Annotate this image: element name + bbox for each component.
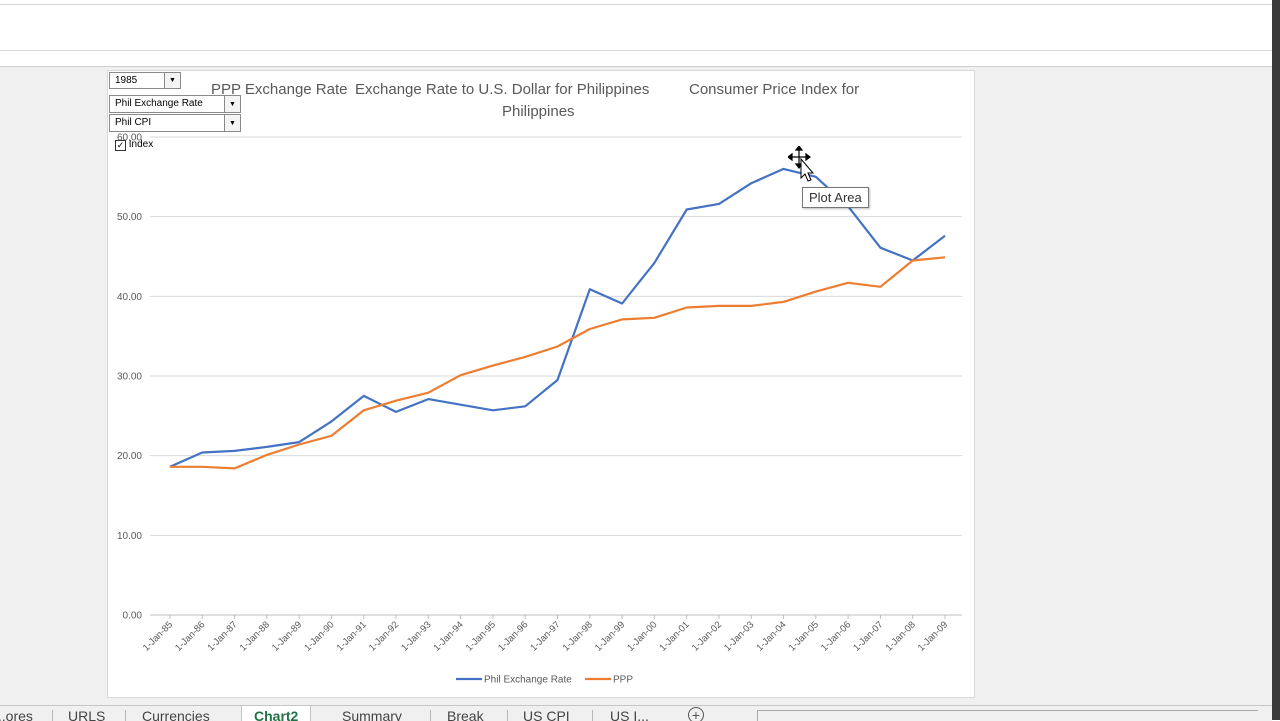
sheet-tab-summary[interactable]: Summary bbox=[342, 708, 402, 721]
formula-bar-divider bbox=[0, 50, 1272, 51]
sheet-tab-us-i[interactable]: US I... bbox=[610, 708, 649, 721]
move-cursor-icon bbox=[788, 146, 815, 182]
tab-separator bbox=[592, 710, 593, 721]
tab-separator bbox=[125, 710, 126, 721]
chart-title-exchange: Exchange Rate to U.S. Dollar for Philipp… bbox=[355, 81, 650, 98]
sheet-tab-currencies[interactable]: Currencies bbox=[142, 708, 210, 721]
chevron-down-icon[interactable]: ▼ bbox=[164, 73, 180, 88]
sheet-tab-chart2[interactable]: Chart2 bbox=[241, 706, 312, 721]
sheet-tab-us-cpi[interactable]: US CPI bbox=[523, 708, 570, 721]
year-dropdown[interactable]: 1985 ▼ bbox=[109, 72, 181, 89]
horizontal-scrollbar[interactable] bbox=[757, 710, 1258, 721]
checkbox-checked-icon[interactable]: ✓ bbox=[115, 140, 126, 151]
chevron-down-icon[interactable]: ▼ bbox=[224, 115, 240, 131]
add-sheet-icon[interactable]: + bbox=[688, 707, 704, 721]
chart-title-cpi: Consumer Price Index for bbox=[689, 81, 860, 98]
series1-dropdown-value: Phil Exchange Rate bbox=[115, 98, 203, 109]
sheet-tab-break[interactable]: Break bbox=[447, 708, 484, 721]
chevron-down-icon[interactable]: ▼ bbox=[224, 96, 240, 112]
chart-title-ppp: PPP Exchange Rate bbox=[211, 81, 348, 98]
series1-dropdown[interactable]: Phil Exchange Rate ▼ bbox=[109, 95, 241, 113]
chart-area[interactable] bbox=[107, 70, 975, 698]
year-dropdown-value: 1985 bbox=[115, 75, 138, 86]
index-checkbox[interactable]: ✓ Index bbox=[115, 139, 153, 151]
tab-separator bbox=[52, 710, 53, 721]
index-checkbox-label: Index bbox=[128, 139, 154, 150]
series2-dropdown-value: Phil CPI bbox=[115, 117, 152, 128]
ribbon-divider bbox=[0, 4, 1272, 5]
sheet-tab-bar: ...ores URLS Currencies Chart2 Summary B… bbox=[0, 705, 1272, 721]
plot-area-tooltip: Plot Area bbox=[802, 187, 869, 208]
formula-bar-area bbox=[0, 0, 1272, 67]
tab-separator bbox=[430, 710, 431, 721]
window-edge bbox=[1272, 0, 1280, 720]
series2-dropdown[interactable]: Phil CPI ▼ bbox=[109, 114, 241, 132]
sheet-tab[interactable]: ...ores bbox=[0, 708, 33, 721]
tab-separator bbox=[507, 710, 508, 721]
sheet-tab-urls[interactable]: URLS bbox=[68, 708, 106, 721]
chart-title-exchange-line2: Philippines bbox=[502, 103, 575, 120]
